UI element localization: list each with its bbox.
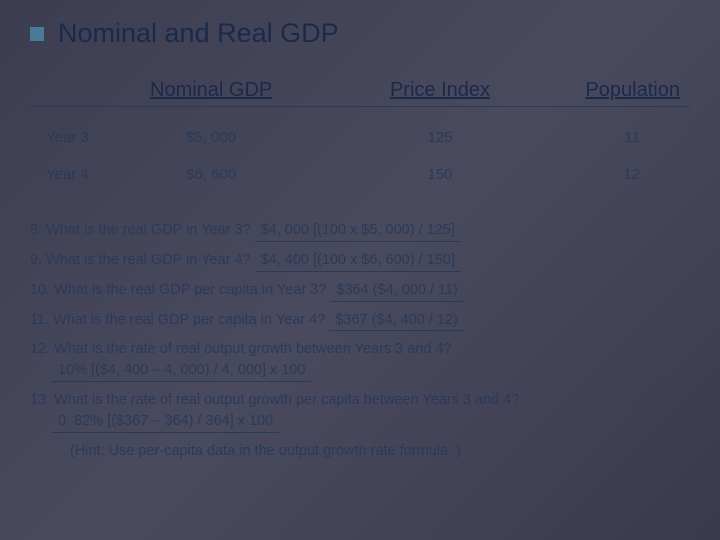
cell-nominal: $5, 000	[150, 129, 350, 146]
title-row: Nominal and Real GDP	[30, 18, 690, 49]
page-title: Nominal and Real GDP	[58, 18, 339, 49]
question-13: 13. What is the rate of real output grow…	[30, 391, 690, 433]
table-row: Year 3 $5, 000 125 11	[30, 119, 690, 156]
cell-nominal: $6, 600	[150, 166, 350, 183]
cell-population: 11	[530, 129, 680, 146]
cell-year: Year 4	[30, 166, 150, 183]
header-nominal: Nominal GDP	[150, 79, 350, 102]
q13-prompt: 13. What is the rate of real output grow…	[30, 391, 690, 410]
cell-year: Year 3	[30, 129, 150, 146]
cell-population: 12	[530, 166, 680, 183]
header-price: Price Index	[350, 79, 530, 102]
questions-block: 8. What is the real GDP in Year 3? $4, 0…	[30, 221, 690, 461]
q9-answer: $4, 400 [(100 x $6, 600) / 150]	[255, 251, 461, 272]
q12-prompt: 12. What is the rate of real output grow…	[30, 340, 690, 359]
q12-answer: 10% [($4, 400 – 4, 000) / 4, 000] x 100	[52, 361, 311, 382]
q9-prompt: 9. What is the real GDP in Year 4?	[30, 252, 255, 268]
bullet-icon	[30, 27, 44, 41]
q10-prompt: 10. What is the real GDP per capita in Y…	[30, 282, 330, 298]
cell-price: 150	[350, 166, 530, 183]
table-header-row: Nominal GDP Price Index Population	[30, 79, 690, 107]
question-11: 11. What is the real GDP per capita in Y…	[30, 311, 690, 332]
q8-answer: $4, 000 [(100 x $5, 000) / 125]	[255, 221, 461, 242]
q13-answer: 0. 82% [($367 – 364) / 364] x 100	[52, 412, 279, 433]
gdp-table: Nominal GDP Price Index Population Year …	[30, 79, 690, 193]
question-9: 9. What is the real GDP in Year 4? $4, 4…	[30, 251, 690, 272]
cell-price: 125	[350, 129, 530, 146]
hint-text: (Hint: Use per-capita data in the output…	[70, 442, 690, 461]
header-population: Population	[530, 79, 680, 102]
question-8: 8. What is the real GDP in Year 3? $4, 0…	[30, 221, 690, 242]
question-12: 12. What is the rate of real output grow…	[30, 340, 690, 382]
q11-prompt: 11. What is the real GDP per capita in Y…	[30, 312, 329, 328]
q11-answer: $367 ($4, 400 / 12)	[329, 311, 464, 332]
question-10: 10. What is the real GDP per capita in Y…	[30, 281, 690, 302]
table-row: Year 4 $6, 600 150 12	[30, 156, 690, 193]
q10-answer: $364 ($4, 000 / 11)	[330, 281, 463, 302]
q8-prompt: 8. What is the real GDP in Year 3?	[30, 222, 255, 238]
